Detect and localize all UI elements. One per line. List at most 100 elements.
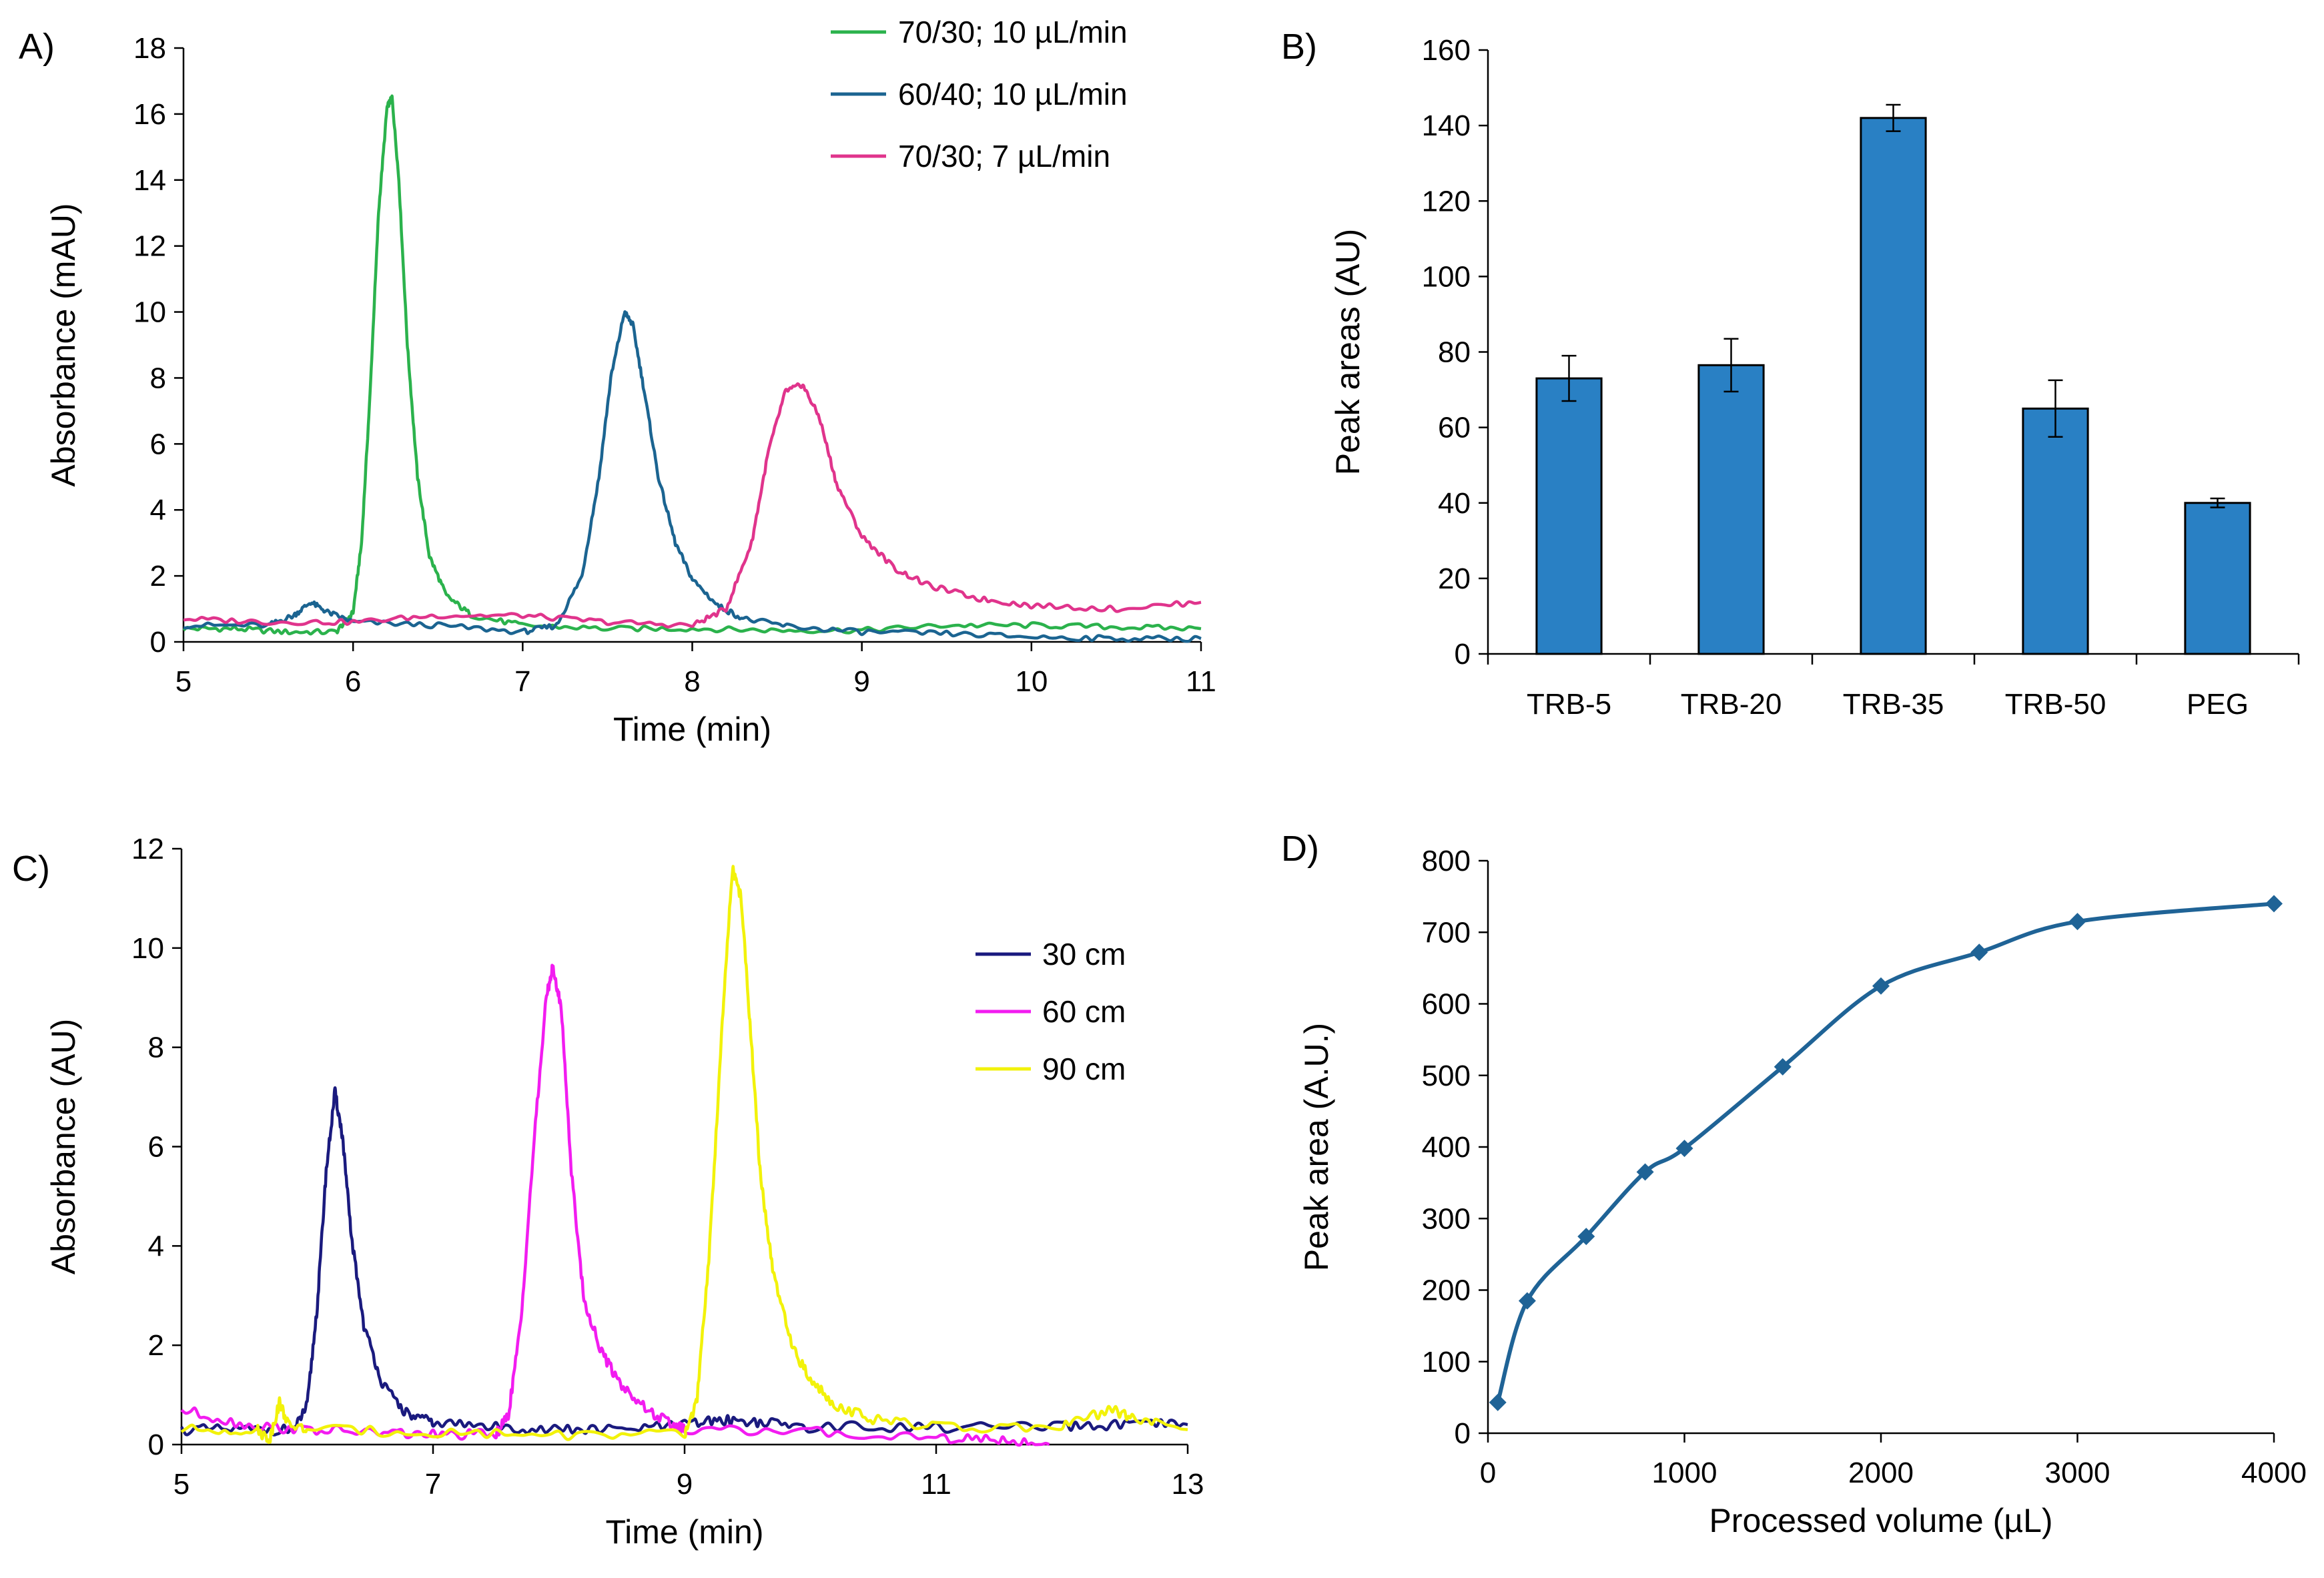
data-point-marker <box>2265 895 2283 913</box>
y-tick-label: 400 <box>1422 1131 1471 1164</box>
legend-label: 70/30; 10 µL/min <box>898 15 1128 49</box>
y-tick-label: 8 <box>148 1032 164 1064</box>
bar <box>1860 117 1927 655</box>
y-tick-label: 60 <box>1438 412 1471 444</box>
series-line <box>1495 901 2275 1403</box>
data-point-marker <box>1577 1228 1595 1246</box>
x-tick-label: 3000 <box>2045 1457 2110 1489</box>
x-tick-label: 9 <box>853 665 869 698</box>
x-category-label: TRB-5 <box>1527 688 1611 721</box>
x-tick-label: 7 <box>425 1468 441 1501</box>
series-line <box>180 865 1188 1445</box>
x-tick-label: 1000 <box>1652 1457 1717 1489</box>
data-point-marker <box>1518 1292 1536 1310</box>
x-tick-label: 5 <box>173 1468 189 1501</box>
y-tick-label: 120 <box>1422 185 1471 218</box>
y-tick-label: 0 <box>148 1429 164 1461</box>
y-tick-label: 100 <box>1422 1346 1471 1378</box>
x-tick-label: 9 <box>677 1468 693 1501</box>
panel-label: B) <box>1281 27 1317 67</box>
panel-a-chromatogram: 0 2 4 6 8 10 12 14 16 18 5 6 7 8 9 10 11 Time (min) Absorb… <box>19 15 1216 748</box>
series-line <box>183 382 1202 629</box>
y-tick-label: 6 <box>150 428 166 460</box>
x-tick-label: 5 <box>175 665 191 698</box>
bar <box>2184 502 2251 655</box>
data-point-marker <box>2068 913 2086 931</box>
x-tick-label: 11 <box>1186 665 1216 698</box>
x-category-label: PEG <box>2187 688 2249 721</box>
x-category-label: TRB-35 <box>1843 688 1944 721</box>
x-axis-title: Time (min) <box>605 1513 763 1551</box>
y-tick-label: 600 <box>1422 988 1471 1021</box>
y-tick-label: 20 <box>1438 562 1471 595</box>
data-point-marker <box>1872 977 1890 995</box>
y-tick-label: 16 <box>133 98 166 131</box>
data-point-marker <box>1774 1058 1792 1076</box>
x-category-label: TRB-50 <box>2005 688 2106 721</box>
y-axis-title: Absorbance (AU) <box>45 1019 82 1275</box>
y-tick-label: 18 <box>133 32 166 65</box>
y-tick-label: 0 <box>1455 638 1471 671</box>
y-tick-label: 12 <box>131 833 164 865</box>
x-axis-title: Time (min) <box>613 711 771 748</box>
data-point-marker <box>1636 1163 1654 1181</box>
y-tick-label: 300 <box>1422 1202 1471 1235</box>
y-tick-label: 2 <box>148 1329 164 1362</box>
legend-label: 60 cm <box>1042 994 1126 1029</box>
y-tick-label: 700 <box>1422 916 1471 949</box>
x-tick-label: 13 <box>1172 1468 1204 1501</box>
panel-b-bar-chart: 0 20 40 60 80 100 120 140 160 TRB-5 TRB-20 TRB-35 TR… <box>1281 27 2300 721</box>
y-tick-label: 12 <box>133 230 166 263</box>
y-tick-label: 6 <box>148 1131 164 1164</box>
x-tick-label: 11 <box>921 1468 951 1501</box>
panel-label: C) <box>12 849 50 889</box>
x-tick-label: 4000 <box>2241 1457 2307 1489</box>
y-tick-label: 140 <box>1422 109 1471 142</box>
y-axis-title: Peak areas (AU) <box>1329 229 1367 476</box>
legend-label: 70/30; 7 µL/min <box>898 139 1110 173</box>
legend-label: 60/40; 10 µL/min <box>898 77 1128 111</box>
panel-d-line-chart: 0 100 200 300 400 500 600 700 800 0 1000 2000 3000 40… <box>1281 829 2307 1539</box>
x-tick-label: 2000 <box>1848 1457 1914 1489</box>
y-tick-label: 10 <box>131 932 164 965</box>
x-tick-label: 10 <box>1015 665 1048 698</box>
y-axis-title: Absorbance (mAU) <box>45 203 82 486</box>
x-tick-label: 7 <box>514 665 530 698</box>
data-point-marker <box>1675 1140 1693 1158</box>
series-line <box>180 1086 1188 1437</box>
y-tick-label: 160 <box>1422 34 1471 67</box>
series-line <box>183 310 1202 643</box>
x-tick-label: 6 <box>345 665 361 698</box>
y-tick-label: 10 <box>133 296 166 329</box>
bar <box>2022 407 2089 655</box>
y-tick-label: 4 <box>148 1230 164 1262</box>
y-tick-label: 500 <box>1422 1060 1471 1092</box>
legend-label: 90 cm <box>1042 1052 1126 1086</box>
x-category-label: TRB-20 <box>1681 688 1782 721</box>
y-tick-label: 200 <box>1422 1274 1471 1307</box>
y-tick-label: 800 <box>1422 845 1471 877</box>
y-tick-label: 100 <box>1422 260 1471 293</box>
panel-label: A) <box>19 27 55 67</box>
y-tick-label: 0 <box>1455 1417 1471 1450</box>
legend-label: 30 cm <box>1042 937 1126 971</box>
y-tick-label: 8 <box>150 362 166 394</box>
y-axis-title: Peak area (A.U.) <box>1298 1023 1335 1271</box>
y-tick-label: 4 <box>150 494 166 526</box>
y-tick-label: 2 <box>150 560 166 593</box>
panel-c-chromatogram: 0 2 4 6 8 10 12 5 7 9 11 13 Time (min) Absorbance (AU… <box>12 833 1204 1551</box>
y-tick-label: 14 <box>133 164 166 197</box>
bar <box>1535 377 1603 655</box>
series-line <box>182 94 1202 636</box>
x-tick-label: 0 <box>1480 1457 1496 1489</box>
data-point-marker <box>1970 943 1988 961</box>
data-point-marker <box>1489 1393 1507 1411</box>
y-tick-label: 40 <box>1438 487 1471 520</box>
x-tick-label: 8 <box>684 665 700 698</box>
y-tick-label: 80 <box>1438 336 1471 369</box>
x-axis-title: Processed volume (µL) <box>1709 1502 2052 1539</box>
panel-label: D) <box>1281 829 1319 869</box>
y-tick-label: 0 <box>150 626 166 659</box>
bar <box>1697 364 1765 655</box>
